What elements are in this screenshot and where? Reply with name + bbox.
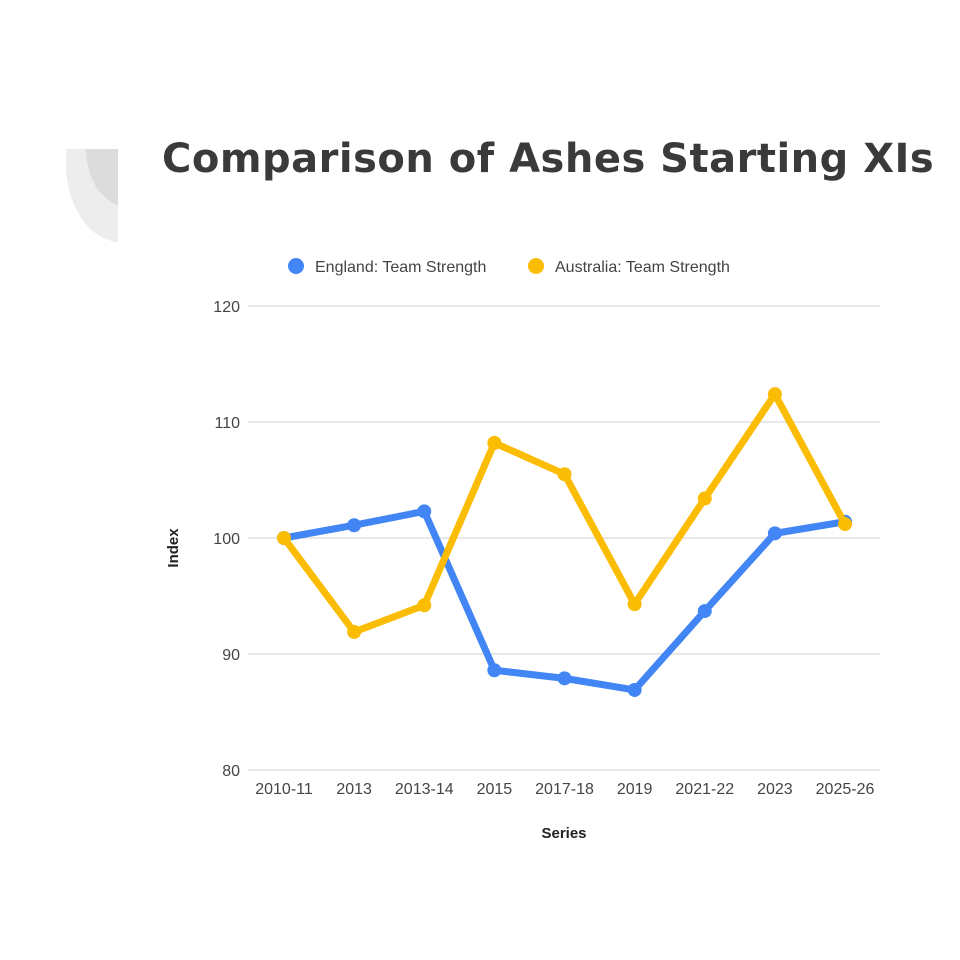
legend-item: Australia: Team Strength	[528, 258, 730, 276]
data-point	[767, 526, 782, 541]
chart-series	[277, 387, 852, 697]
x-tick-label: 2025-26	[816, 781, 875, 798]
y-tick-label: 90	[222, 647, 240, 664]
x-tick-label: 2013	[336, 781, 372, 798]
x-tick-label: 2017-18	[535, 781, 594, 798]
chart-gridlines	[248, 305, 880, 771]
data-point	[417, 504, 432, 519]
x-tick-label: 2010-11	[255, 781, 313, 798]
x-axis-ticks: 2010-11 2013 2013-14 2015 2017-18 2019 2021-22…	[255, 781, 874, 798]
series-england	[277, 504, 852, 697]
legend-marker	[528, 258, 544, 274]
x-tick-label: 2023	[757, 781, 793, 798]
data-point	[627, 597, 642, 612]
y-tick-label: 80	[222, 763, 240, 780]
x-tick-label: 2021-22	[675, 781, 734, 798]
data-point	[347, 518, 362, 533]
series-australia	[277, 387, 852, 639]
data-point	[347, 624, 362, 639]
x-tick-label: 2019	[617, 781, 653, 798]
y-tick-label: 100	[213, 531, 240, 548]
data-point	[627, 682, 642, 697]
chart-legend: England: Team Strength Australia: Team St…	[288, 258, 730, 276]
y-axis-ticks: 80 90 100 110 120	[213, 299, 240, 780]
y-tick-label: 120	[213, 299, 240, 316]
data-point	[838, 517, 852, 532]
decorative-arc-shape	[66, 149, 118, 242]
data-point	[417, 598, 432, 613]
data-point	[487, 435, 502, 450]
legend-item: England: Team Strength	[288, 258, 486, 276]
x-tick-label: 2013-14	[395, 781, 454, 798]
y-tick-label: 110	[214, 415, 240, 432]
data-point	[697, 491, 712, 506]
x-axis-label: Series	[541, 825, 586, 842]
x-tick-label: 2015	[477, 781, 513, 798]
legend-label: England: Team Strength	[315, 259, 486, 276]
legend-label: Australia: Team Strength	[555, 259, 730, 276]
data-point	[767, 387, 782, 402]
data-point	[697, 604, 712, 619]
data-point	[277, 531, 291, 545]
data-point	[557, 467, 572, 482]
series-line	[280, 390, 849, 636]
data-point	[487, 663, 502, 678]
y-axis-label: Index	[165, 528, 182, 568]
data-point	[557, 671, 572, 686]
page-title: Comparison of Ashes Starting XIs	[162, 136, 935, 182]
legend-marker	[288, 258, 304, 274]
